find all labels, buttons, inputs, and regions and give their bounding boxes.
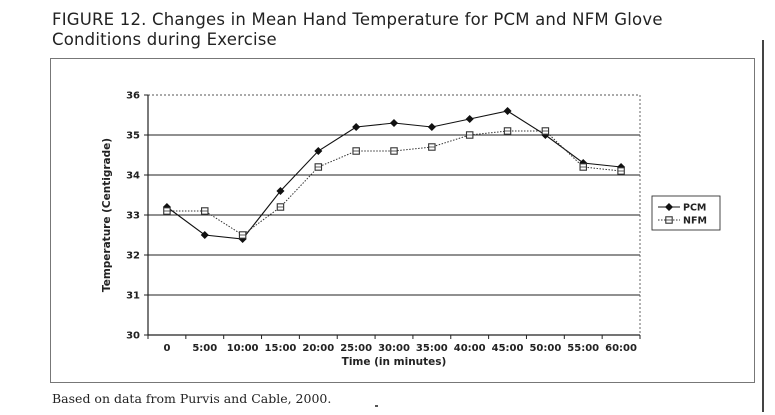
y-tick-label: 31 — [126, 291, 140, 302]
figure-caption: Based on data from Purvis and Cable, 200… — [52, 391, 332, 406]
pcm-data-point — [200, 230, 209, 240]
x-tick-label: 60:00 — [605, 343, 637, 354]
x-tick-label: 5:00 — [192, 343, 217, 354]
x-tick-label: 45:00 — [492, 343, 524, 354]
legend-label-pcm: PCM — [683, 203, 706, 214]
chart-frame — [50, 58, 755, 383]
pcm-data-point — [314, 146, 323, 156]
y-tick-label: 35 — [126, 131, 140, 142]
nfm-series-line — [166, 130, 622, 236]
figure-title-line-1: FIGURE 12. Changes in Mean Hand Temperat… — [52, 10, 663, 29]
pcm-data-point — [465, 114, 474, 124]
page-mark — [375, 405, 378, 407]
y-tick-label: 36 — [126, 91, 140, 102]
x-tick-label: 25:00 — [340, 343, 372, 354]
pcm-data-point — [427, 122, 436, 132]
y-tick-label: 32 — [126, 251, 140, 262]
x-tick-label: 35:00 — [416, 343, 448, 354]
legend-marker-pcm — [664, 202, 674, 212]
figure-title-line-2: Conditions during Exercise — [52, 30, 277, 49]
y-tick-label: 34 — [126, 171, 140, 182]
legend-label-nfm: NFM — [683, 216, 707, 227]
y-tick-label: 30 — [126, 331, 140, 342]
x-tick-label: 0 — [163, 343, 170, 354]
x-tick-label: 30:00 — [378, 343, 410, 354]
y-axis-title: Temperature (Centigrade) — [101, 138, 113, 292]
x-tick-label: 15:00 — [265, 343, 297, 354]
x-tick-label: 20:00 — [302, 343, 334, 354]
legend-box — [651, 195, 721, 231]
pcm-data-point — [389, 118, 399, 128]
x-tick-label: 40:00 — [454, 343, 486, 354]
pcm-data-point — [503, 106, 512, 116]
page-edge-divider — [762, 40, 764, 412]
x-tick-label: 50:00 — [529, 343, 561, 354]
line-chart: 30 31 32 33 34 35 36 0 5:00 10:00 15:00 20:00 25:00 3… — [101, 91, 721, 368]
pcm-data-point — [276, 186, 285, 196]
figure-title: FIGURE 12. Changes in Mean Hand Temperat… — [52, 10, 767, 50]
x-tick-label: 55:00 — [567, 343, 599, 354]
pcm-data-point — [352, 122, 361, 132]
x-tick-label: 10:00 — [227, 343, 259, 354]
x-axis-title: Time (in minutes) — [342, 356, 447, 368]
y-tick-label: 33 — [126, 211, 140, 222]
